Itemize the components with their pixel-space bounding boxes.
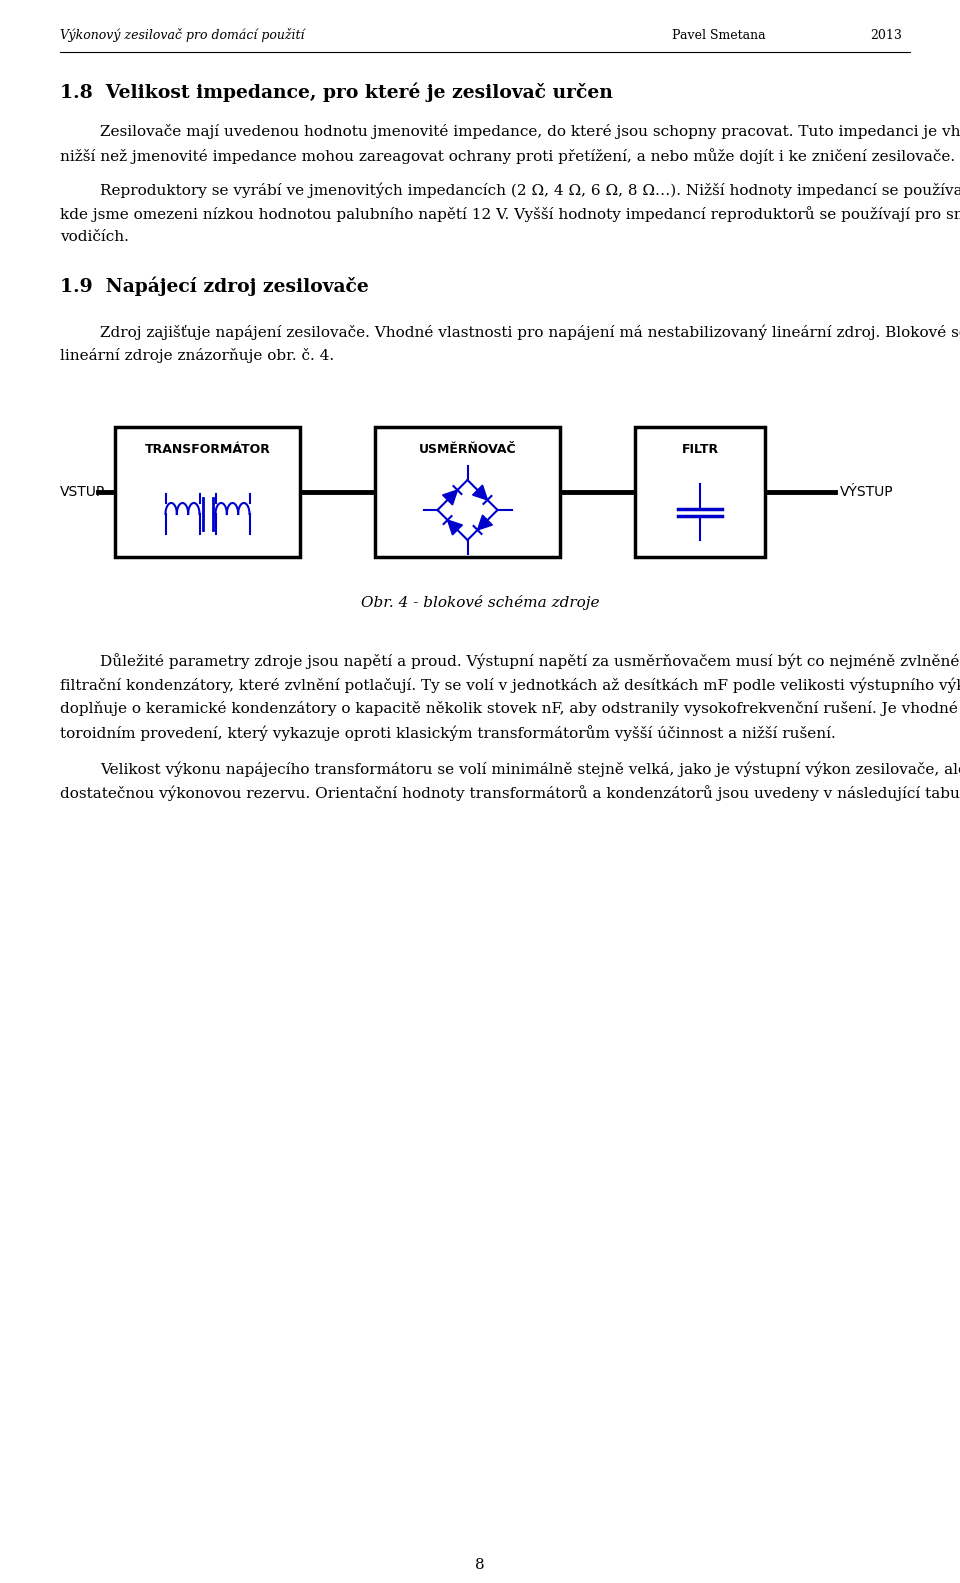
Bar <box>635 427 765 557</box>
Bar <box>115 427 300 557</box>
Polygon shape <box>477 514 492 530</box>
Text: Výkonový zesilovač pro domácí použití: Výkonový zesilovač pro domácí použití <box>60 28 304 43</box>
Text: Reproduktory se vyrábí ve jmenovitých impedancích (2 Ω, 4 Ω, 6 Ω, 8 Ω…). Nižší h: Reproduktory se vyrábí ve jmenovitých im… <box>100 182 960 198</box>
Text: USMĚRŇOVAČ: USMĚRŇOVAČ <box>419 443 516 456</box>
Text: kde jsme omezeni nízkou hodnotou palubního napětí 12 V. Vyšší hodnoty impedancí : kde jsme omezeni nízkou hodnotou palubní… <box>60 206 960 222</box>
Text: FILTR: FILTR <box>682 443 719 456</box>
Text: dostatečnou výkonovou rezervu. Orientační hodnoty transformátorů a kondenzátorů : dostatečnou výkonovou rezervu. Orientačn… <box>60 785 960 801</box>
Polygon shape <box>472 484 488 500</box>
Text: VÝSTUP: VÝSTUP <box>840 484 894 499</box>
Text: Pavel Smetana: Pavel Smetana <box>672 28 766 41</box>
Text: toroidním provedení, který vykazuje oproti klasickým transformátorům vyšší účinn: toroidním provedení, který vykazuje opro… <box>60 725 836 741</box>
Polygon shape <box>443 491 458 505</box>
Text: Zdroj zajišťuje napájení zesilovače. Vhodné vlastnosti pro napájení má nestabili: Zdroj zajišťuje napájení zesilovače. Vho… <box>100 325 960 339</box>
Text: 1.9  Napájecí zdroj zesilovače: 1.9 Napájecí zdroj zesilovače <box>60 275 369 296</box>
Text: Obr. 4 - blokové schéma zdroje: Obr. 4 - blokové schéma zdroje <box>361 595 599 609</box>
Text: VSTUP: VSTUP <box>60 484 106 499</box>
Text: Důležité parametry zdroje jsou napětí a proud. Výstupní napětí za usměrňovačem m: Důležité parametry zdroje jsou napětí a … <box>100 654 960 670</box>
Text: lineární zdroje znázorňuje obr. č. 4.: lineární zdroje znázorňuje obr. č. 4. <box>60 348 334 363</box>
Text: 1.8  Velikost impedance, pro které je zesilovač určen: 1.8 Velikost impedance, pro které je zes… <box>60 82 612 101</box>
Polygon shape <box>447 521 463 535</box>
Text: 8: 8 <box>475 1558 485 1572</box>
Text: nižší než jmenovité impedance mohou zareagovat ochrany proti přetížení, a nebo m: nižší než jmenovité impedance mohou zare… <box>60 147 955 165</box>
Text: doplňuje o keramické kondenzátory o kapacitě několik stovek nF, aby odstranily v: doplňuje o keramické kondenzátory o kapa… <box>60 701 960 716</box>
Bar <box>375 427 560 557</box>
Text: TRANSFORMÁTOR: TRANSFORMÁTOR <box>145 443 271 456</box>
Text: 2013: 2013 <box>870 28 901 41</box>
Text: Velikost výkonu napájecího transformátoru se volí minimálně stejně velká, jako j: Velikost výkonu napájecího transformátor… <box>100 761 960 777</box>
Text: Zesilovače mají uvedenou hodnotu jmenovité impedance, do které jsou schopny prac: Zesilovače mají uvedenou hodnotu jmenovi… <box>100 123 960 139</box>
Text: vodičích.: vodičích. <box>60 230 129 244</box>
Text: filtrační kondenzátory, které zvlnění potlačují. Ty se volí v jednotkách až desí: filtrační kondenzátory, které zvlnění po… <box>60 678 960 692</box>
